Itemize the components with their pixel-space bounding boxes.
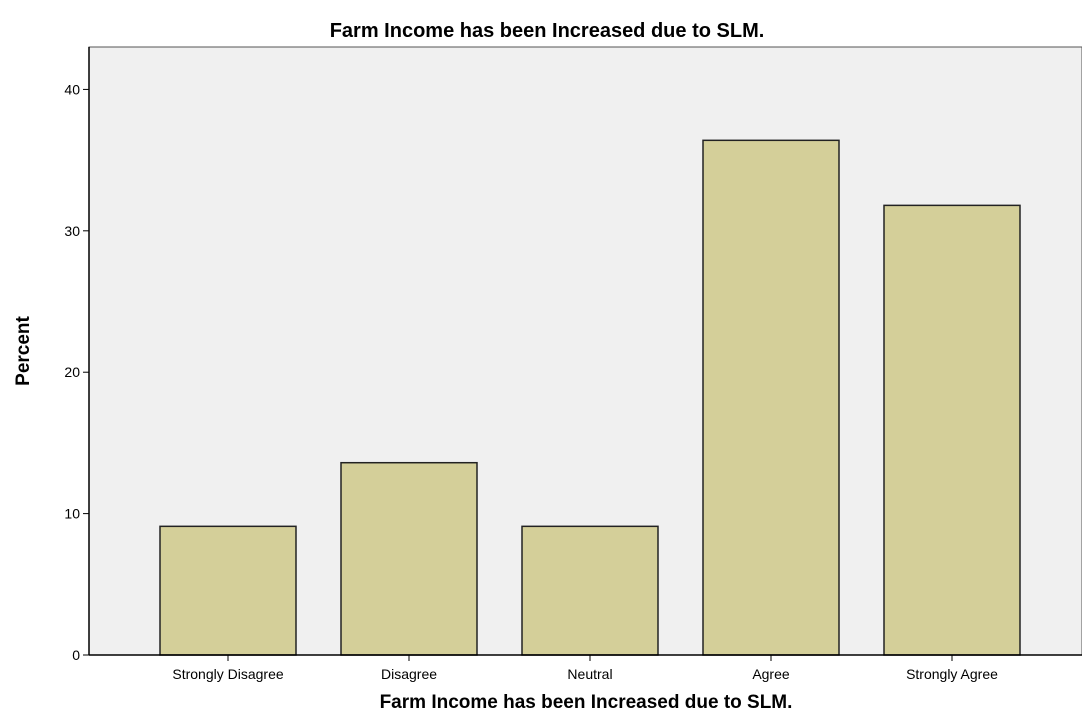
y-tick-label: 0 <box>72 647 80 663</box>
bar <box>521 525 659 656</box>
bar <box>883 204 1021 656</box>
x-tick-label: Agree <box>752 666 790 682</box>
y-tick-label: 10 <box>64 506 80 522</box>
x-tick-label: Strongly Agree <box>906 666 998 682</box>
y-axis: 0 10 20 30 40 <box>64 81 89 663</box>
chart-title: Farm Income has been Increased due to SL… <box>330 20 765 42</box>
bar <box>702 139 840 656</box>
y-tick-label: 30 <box>64 223 80 239</box>
y-tick-label: 40 <box>64 81 80 97</box>
x-tick-label: Strongly Disagree <box>172 666 283 682</box>
bar <box>159 525 297 656</box>
y-tick-label: 20 <box>64 364 80 380</box>
bar <box>340 461 478 656</box>
x-axis: Strongly Disagree Disagree Neutral Agree Str… <box>172 655 998 682</box>
bars <box>159 139 1021 656</box>
x-tick-label: Neutral <box>567 666 612 682</box>
x-axis-title: Farm Income has been Increased due to SL… <box>380 692 793 713</box>
x-tick-label: Disagree <box>381 666 437 682</box>
y-axis-title: Percent <box>13 315 34 385</box>
